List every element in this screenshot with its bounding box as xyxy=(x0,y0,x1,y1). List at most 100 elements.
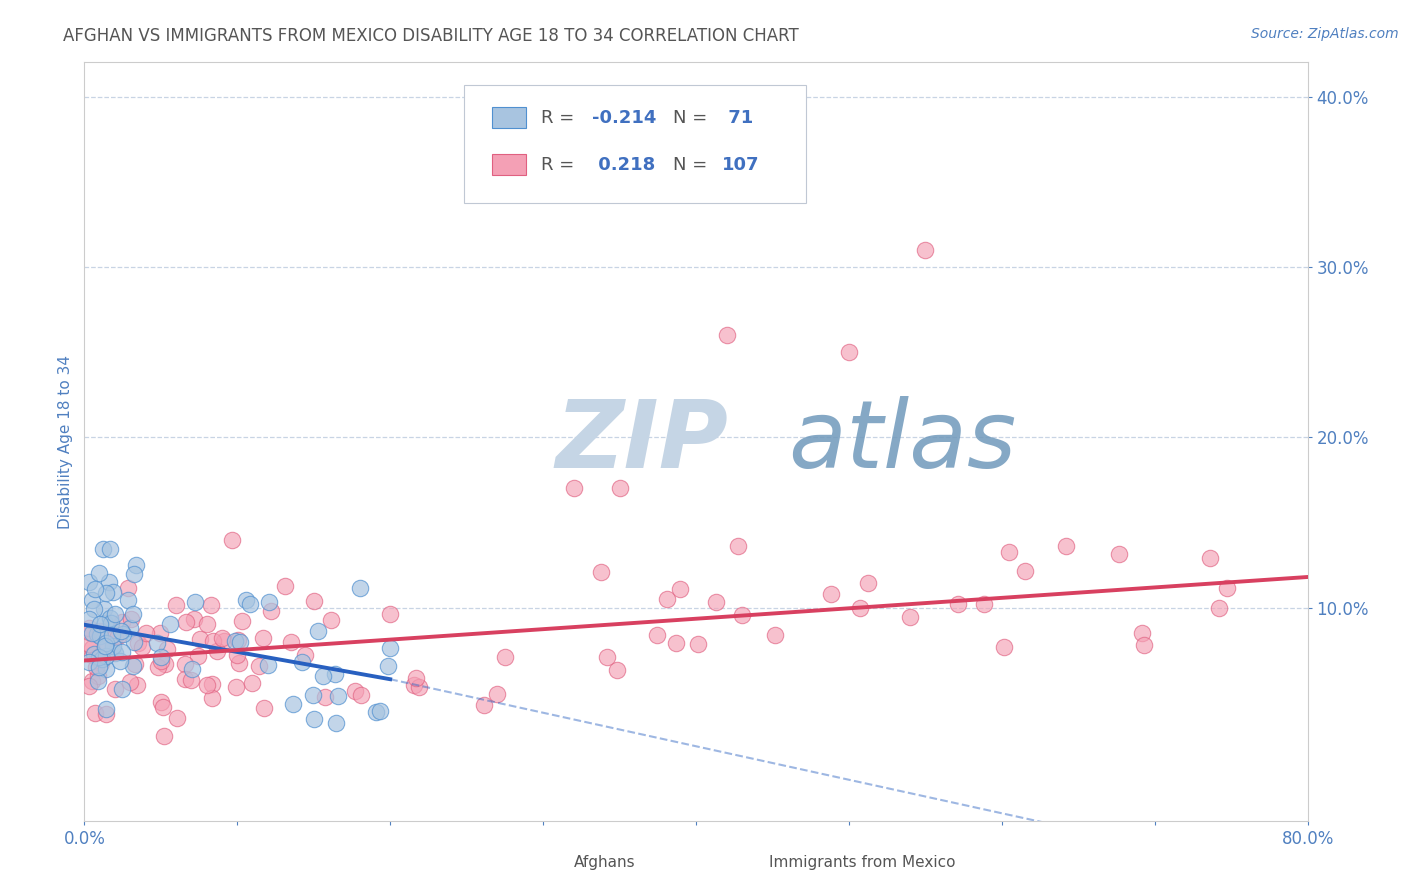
Point xyxy=(200,598,222,612)
Point xyxy=(180,673,202,687)
Point xyxy=(103,585,125,599)
Point xyxy=(96,662,118,676)
Point xyxy=(111,615,134,629)
Point xyxy=(211,632,233,646)
Point xyxy=(181,662,204,676)
Point xyxy=(77,679,100,693)
Point xyxy=(225,680,247,694)
Point xyxy=(103,639,125,653)
Point xyxy=(93,542,115,557)
Point xyxy=(122,659,145,673)
Point xyxy=(344,684,367,698)
Point xyxy=(253,701,276,715)
Point xyxy=(84,582,107,596)
Point xyxy=(122,607,145,622)
Point xyxy=(94,586,117,600)
Point xyxy=(973,597,995,611)
Point xyxy=(221,533,243,547)
Point xyxy=(86,650,108,665)
Point xyxy=(94,639,117,653)
Point xyxy=(135,626,157,640)
Point xyxy=(257,594,280,608)
FancyBboxPatch shape xyxy=(464,85,806,202)
Point xyxy=(405,671,427,685)
Point xyxy=(763,628,786,642)
Text: R =: R = xyxy=(541,156,579,174)
FancyBboxPatch shape xyxy=(733,854,759,871)
Point xyxy=(90,652,112,666)
Point xyxy=(377,659,399,673)
Point xyxy=(350,688,373,702)
Point xyxy=(202,634,225,648)
Point xyxy=(87,659,110,673)
Point xyxy=(201,691,224,706)
Text: Afghans: Afghans xyxy=(574,855,636,870)
Point xyxy=(165,598,187,612)
Point xyxy=(173,672,195,686)
Point xyxy=(80,648,103,663)
Point xyxy=(127,678,149,692)
Point xyxy=(77,637,100,651)
Text: 0.218: 0.218 xyxy=(592,156,655,174)
Point xyxy=(94,648,117,663)
Point xyxy=(124,635,146,649)
Point xyxy=(77,655,100,669)
Point xyxy=(472,698,495,713)
Point xyxy=(402,678,425,692)
Point xyxy=(77,621,100,635)
Text: N =: N = xyxy=(672,156,713,174)
Point xyxy=(77,574,100,589)
Point xyxy=(596,650,619,665)
Text: Source: ZipAtlas.com: Source: ZipAtlas.com xyxy=(1251,27,1399,41)
Point xyxy=(110,654,132,668)
Point xyxy=(319,613,342,627)
Point xyxy=(153,657,176,672)
Point xyxy=(111,682,134,697)
Point xyxy=(120,611,142,625)
Point xyxy=(149,626,172,640)
Point xyxy=(90,656,112,670)
Point xyxy=(149,654,172,668)
Point xyxy=(645,628,668,642)
Point xyxy=(820,587,842,601)
Point xyxy=(257,657,280,672)
Point xyxy=(146,660,169,674)
Point xyxy=(591,566,613,580)
Point xyxy=(224,633,246,648)
Point xyxy=(1216,582,1239,596)
Point xyxy=(665,636,688,650)
Point xyxy=(153,729,176,743)
Text: N =: N = xyxy=(672,109,713,127)
Point xyxy=(94,641,117,656)
Point xyxy=(89,616,111,631)
Point xyxy=(117,581,139,595)
Point xyxy=(94,636,117,650)
Point xyxy=(323,667,346,681)
Point xyxy=(82,673,104,688)
Point xyxy=(226,648,249,662)
Point xyxy=(312,669,335,683)
Point xyxy=(87,650,110,665)
Point xyxy=(166,710,188,724)
Point xyxy=(117,593,139,607)
Point xyxy=(201,677,224,691)
Point xyxy=(494,649,516,664)
Point xyxy=(100,615,122,630)
Point xyxy=(716,328,738,343)
Point xyxy=(730,607,752,622)
Point xyxy=(120,675,142,690)
Point xyxy=(380,607,402,621)
Point xyxy=(87,669,110,683)
Point xyxy=(228,657,250,671)
Point xyxy=(195,617,218,632)
Point xyxy=(380,641,402,656)
Point xyxy=(107,630,129,644)
Point xyxy=(307,624,329,639)
Point xyxy=(408,681,430,695)
Point xyxy=(98,541,121,556)
Point xyxy=(101,628,124,642)
Point xyxy=(325,715,347,730)
Point xyxy=(302,712,325,726)
Point xyxy=(1014,564,1036,578)
Point xyxy=(1133,638,1156,652)
